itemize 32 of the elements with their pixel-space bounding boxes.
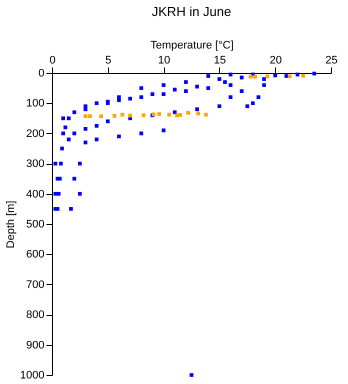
- point: [301, 74, 305, 78]
- y-tick-label: 300: [26, 158, 44, 170]
- x-tick-label: 15: [214, 54, 226, 66]
- y-axis-title: Depth [m]: [5, 200, 18, 248]
- y-tick-label: 700: [26, 278, 44, 291]
- y-tick-label: 400: [26, 188, 44, 200]
- point: [142, 113, 146, 118]
- point: [112, 114, 116, 118]
- x-tick-label: 20: [270, 54, 282, 66]
- point: [88, 114, 92, 118]
- point: [196, 112, 200, 116]
- x-tick-label: 25: [325, 54, 338, 66]
- x-tick-label: 5: [105, 54, 112, 66]
- point: [157, 112, 162, 116]
- x-tick-label: 0: [49, 54, 56, 66]
- y-tick-label: 800: [26, 309, 44, 322]
- x-axis-title: Temperature [°C]: [150, 40, 234, 52]
- x-tick-label: 10: [158, 54, 170, 66]
- y-tick-label: 600: [26, 248, 44, 261]
- point: [84, 114, 88, 118]
- y-tick-label: 1000: [20, 370, 44, 382]
- y-tick-label: 200: [26, 128, 44, 140]
- y-tick-label: 0: [38, 68, 44, 80]
- point: [128, 114, 132, 118]
- point: [178, 113, 182, 117]
- point: [266, 74, 270, 78]
- point: [204, 112, 208, 117]
- point: [99, 114, 103, 118]
- y-tick-label: 100: [26, 98, 44, 110]
- y-tick-label: 900: [26, 339, 44, 352]
- chart-title: JKRH in June: [152, 4, 232, 19]
- y-tick-label: 500: [26, 218, 44, 230]
